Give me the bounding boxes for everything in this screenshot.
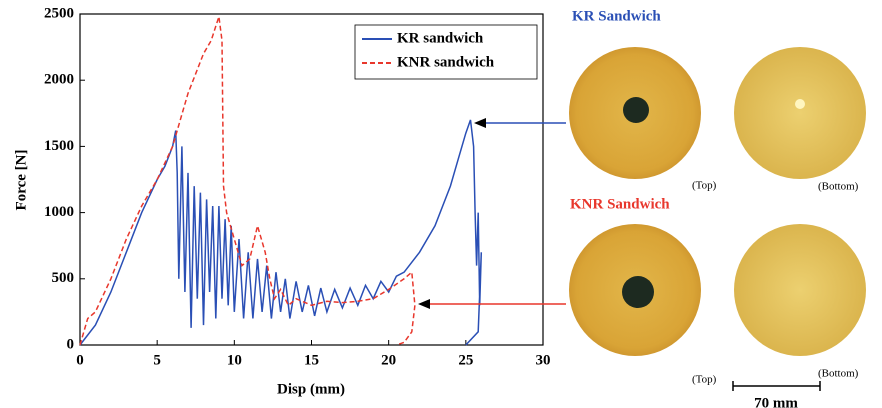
x-tick-label: 20	[381, 352, 396, 368]
y-tick-label: 0	[67, 336, 75, 352]
arrow-head	[418, 299, 430, 309]
x-tick-label: 0	[76, 352, 84, 368]
photo-caption: (Top)	[692, 180, 717, 192]
legend: KR sandwich KNR sandwich	[362, 30, 495, 70]
y-tick-label: 500	[52, 270, 75, 286]
y-tick-label: 2500	[44, 5, 74, 21]
legend-label: KNR sandwich	[397, 54, 495, 70]
photo-kr-bottom	[734, 47, 866, 179]
x-tick-label: 25	[458, 352, 473, 368]
y-tick-label: 2000	[44, 72, 74, 88]
x-tick-label: 15	[304, 352, 319, 368]
photo-caption: (Bottom)	[818, 368, 859, 380]
plot	[79, 13, 544, 346]
x-tick-label: 10	[227, 352, 242, 368]
scale-label: 70 mm	[754, 395, 798, 408]
x-axis-label: Disp (mm)	[277, 381, 345, 397]
photo-caption: (Bottom)	[818, 181, 859, 193]
photo-caption: (Top)	[692, 374, 717, 386]
legend-box	[354, 24, 538, 80]
photo-label: KNR Sandwich	[570, 196, 670, 212]
series-line	[79, 119, 483, 346]
x-tick-label: 5	[153, 352, 161, 368]
photo-label: KR Sandwich	[572, 8, 661, 24]
x-tick-label: 30	[536, 352, 551, 368]
arrow-head	[474, 118, 486, 128]
series-line	[79, 16, 416, 346]
photo-knr-bottom	[734, 224, 866, 356]
y-tick-label: 1000	[44, 204, 74, 220]
legend-label: KR sandwich	[397, 30, 484, 46]
hole	[622, 276, 654, 308]
y-axis-label: Force [N]	[13, 150, 29, 211]
mark	[795, 99, 805, 109]
hole	[623, 97, 649, 123]
y-tick-label: 1500	[44, 138, 74, 154]
